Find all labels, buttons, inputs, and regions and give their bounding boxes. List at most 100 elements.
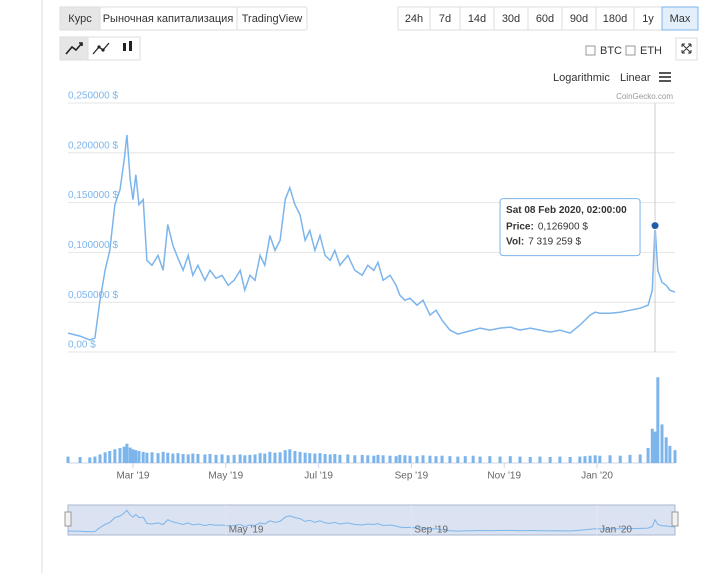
y-tick-label: 0,100000 $ (68, 240, 118, 251)
scale-option[interactable]: Linear (620, 72, 651, 84)
x-tick-label: May '19 (208, 471, 243, 482)
volume-bar (618, 455, 622, 463)
volume-bar (88, 457, 92, 463)
volume-bar (323, 454, 327, 463)
tab[interactable]: Курс (68, 13, 92, 25)
menu-icon[interactable] (659, 72, 671, 82)
range-label: 14d (468, 13, 486, 25)
volume-bar (463, 456, 467, 463)
volume-bar (156, 453, 160, 463)
x-tick-label: Jul '19 (304, 471, 333, 482)
navigator-label: May '19 (229, 525, 264, 536)
volume-bar (548, 457, 552, 463)
navigator-line (67, 509, 676, 533)
volume-bar (208, 454, 212, 463)
price-line (67, 134, 676, 341)
tooltip-value: 0,126900 $ (538, 221, 588, 232)
candle-icon[interactable] (129, 41, 132, 51)
navigator-label: Sep '19 (414, 525, 448, 536)
range-label: 30d (502, 13, 520, 25)
volume-bar (131, 449, 135, 463)
range-label: 90d (570, 13, 588, 25)
volume-bar (415, 456, 419, 463)
icon-dot (97, 45, 101, 49)
line-chart-icon[interactable] (65, 42, 83, 55)
x-tick-label: Jan '20 (581, 471, 613, 482)
volume-bar (283, 450, 287, 463)
volume-bar (243, 455, 247, 463)
volume-bar (181, 454, 185, 463)
volume-bar (103, 452, 107, 463)
volume-bar (318, 453, 322, 463)
x-tick-label: Nov '19 (487, 471, 521, 482)
tooltip (499, 198, 641, 257)
volume-bar (125, 443, 129, 463)
volume-bar (220, 454, 224, 463)
volume-bar (388, 455, 392, 463)
volume-bar (588, 455, 592, 463)
checkbox[interactable] (585, 45, 596, 56)
volume-bar (298, 451, 302, 463)
navigator-handle[interactable] (64, 511, 72, 527)
volume-bar (673, 450, 677, 463)
volume-bar (372, 455, 376, 463)
marker-chart-icon[interactable] (92, 42, 110, 55)
volume-bar (137, 451, 141, 463)
volume-bar (428, 455, 432, 463)
volume-bar (248, 454, 252, 463)
volume-bar (353, 455, 357, 463)
icon-dot (101, 48, 105, 52)
volume-bar (538, 456, 542, 463)
volume-bar (191, 453, 195, 463)
volume-bar (333, 454, 337, 463)
volume-bar (488, 456, 492, 463)
volume-bar (638, 454, 642, 463)
volume-bar (558, 456, 562, 463)
tooltip-title: Sat 08 Feb 2020, 02:00:00 (506, 205, 627, 216)
volume-bar (434, 456, 438, 463)
y-tick-label: 0,200000 $ (68, 140, 118, 151)
scale-option[interactable]: Logarithmic (553, 72, 610, 84)
volume-bar (98, 454, 102, 463)
volume-bar (171, 453, 175, 463)
tab[interactable]: TradingView (242, 13, 303, 25)
y-tick-label: 0,050000 $ (68, 290, 118, 301)
volume-bar (394, 456, 398, 463)
checkbox[interactable] (625, 45, 636, 56)
volume-bar (268, 451, 272, 463)
checkbox-label: ETH (640, 45, 662, 57)
volume-bar (381, 455, 385, 463)
volume-bar (196, 454, 200, 463)
volume-bar (214, 454, 218, 463)
tooltip-row: Vol: 7 319 259 $ (506, 236, 581, 247)
volume-bar (263, 453, 267, 463)
volume-bar (128, 447, 132, 463)
volume-bar (141, 451, 145, 463)
tooltip-key: Vol: (506, 236, 524, 247)
tooltip-value: 7 319 259 $ (528, 236, 581, 247)
volume-bar (608, 455, 612, 463)
volume-bar (456, 456, 460, 463)
range-label: 7d (439, 13, 451, 25)
candle-icon[interactable] (123, 43, 126, 51)
x-tick-label: Mar '19 (116, 471, 149, 482)
navigator-handle[interactable] (671, 511, 679, 527)
volume-bar (408, 455, 412, 463)
range-label: 60d (536, 13, 554, 25)
volume-bar (288, 449, 292, 463)
checkbox-label: BTC (600, 45, 622, 57)
volume-bar (528, 457, 532, 463)
x-tick-label: Sep '19 (395, 471, 429, 482)
tab[interactable]: Рыночная капитализация (103, 13, 234, 25)
icon-bg (87, 36, 141, 61)
range-button[interactable] (661, 6, 699, 31)
fullscreen-icon (681, 43, 692, 54)
volume-bar (258, 453, 262, 463)
volume-bar (664, 437, 668, 463)
volume-bar (518, 456, 522, 463)
volume-bar (598, 455, 602, 463)
volume-bar (253, 454, 257, 463)
volume-bar (508, 456, 512, 463)
range-label: 180d (603, 13, 627, 25)
navigator-label: Jan '20 (600, 525, 632, 536)
